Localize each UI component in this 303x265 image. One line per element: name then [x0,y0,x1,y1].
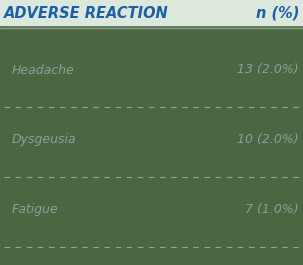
Text: 13 (2.0%): 13 (2.0%) [237,64,299,77]
Text: ADVERSE REACTION: ADVERSE REACTION [4,6,169,20]
Text: 7 (1.0%): 7 (1.0%) [245,204,299,217]
Text: Headache: Headache [12,64,75,77]
Bar [0,0,303,25]
Text: Dysgeusia: Dysgeusia [12,134,77,147]
Text: Fatigue: Fatigue [12,204,59,217]
Text: 10 (2.0%): 10 (2.0%) [237,134,299,147]
Text: n (%): n (%) [256,6,299,20]
